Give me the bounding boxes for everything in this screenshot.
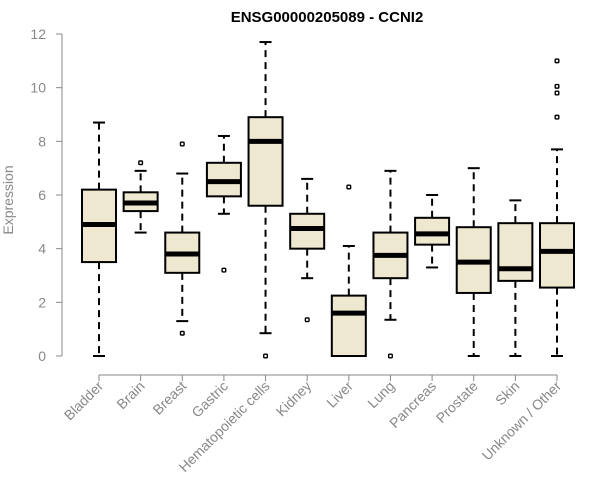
outlier-point (263, 353, 269, 359)
x-tick-label: Breast (149, 378, 189, 418)
outlier-point (304, 317, 310, 323)
iqr-box (539, 222, 575, 289)
box-skin (497, 199, 534, 357)
box-kidney (289, 177, 326, 323)
x-tick-label: Bladder (61, 378, 107, 424)
box-brain (122, 160, 159, 234)
boxes-layer (81, 41, 575, 359)
outlier-point (179, 330, 185, 336)
outlier-point (554, 90, 560, 96)
x-tick-label: Prostate (433, 378, 481, 426)
outlier-point (387, 353, 393, 359)
box-bladder (81, 121, 117, 357)
box-pancreas (414, 194, 451, 269)
y-tick-label: 8 (38, 133, 46, 149)
box-breast (164, 141, 201, 336)
outlier-point (554, 58, 560, 64)
y-tick-label: 10 (30, 80, 46, 96)
outlier-point (138, 160, 144, 166)
box-lung (372, 169, 409, 359)
x-tick-label: Kidney (273, 378, 315, 420)
iqr-box (414, 216, 451, 246)
y-tick-label: 6 (38, 187, 46, 203)
outlier-point (179, 141, 185, 147)
box-liver (330, 184, 367, 357)
box-unknown-other (539, 58, 575, 357)
iqr-box (497, 222, 534, 282)
outlier-point (346, 184, 352, 190)
iqr-box (330, 294, 367, 357)
x-tick-label: Lung (364, 378, 397, 411)
y-tick-label: 12 (30, 26, 46, 42)
iqr-box (289, 212, 326, 250)
box-gastric (205, 134, 242, 273)
y-tick-label: 0 (38, 348, 46, 364)
chart-title: ENSG00000205089 - CCNI2 (231, 9, 424, 26)
outlier-point (554, 83, 560, 89)
y-axis-label: Expression (0, 165, 16, 234)
iqr-box (247, 116, 284, 207)
box-hematopoietic-cells (247, 41, 284, 359)
x-tick-label: Unknown / Other (479, 378, 565, 464)
x-tick-label: Liver (323, 378, 356, 411)
y-tick-label: 2 (38, 294, 46, 310)
x-tick-label: Brain (113, 378, 147, 412)
y-tick-label: 4 (38, 241, 46, 257)
y-axis: 0 2 4 6 8 10 12 (30, 26, 63, 364)
x-tick-label: Skin (492, 378, 523, 409)
outlier-point (554, 114, 560, 120)
outlier-point (221, 267, 227, 273)
box-prostate (455, 167, 492, 357)
